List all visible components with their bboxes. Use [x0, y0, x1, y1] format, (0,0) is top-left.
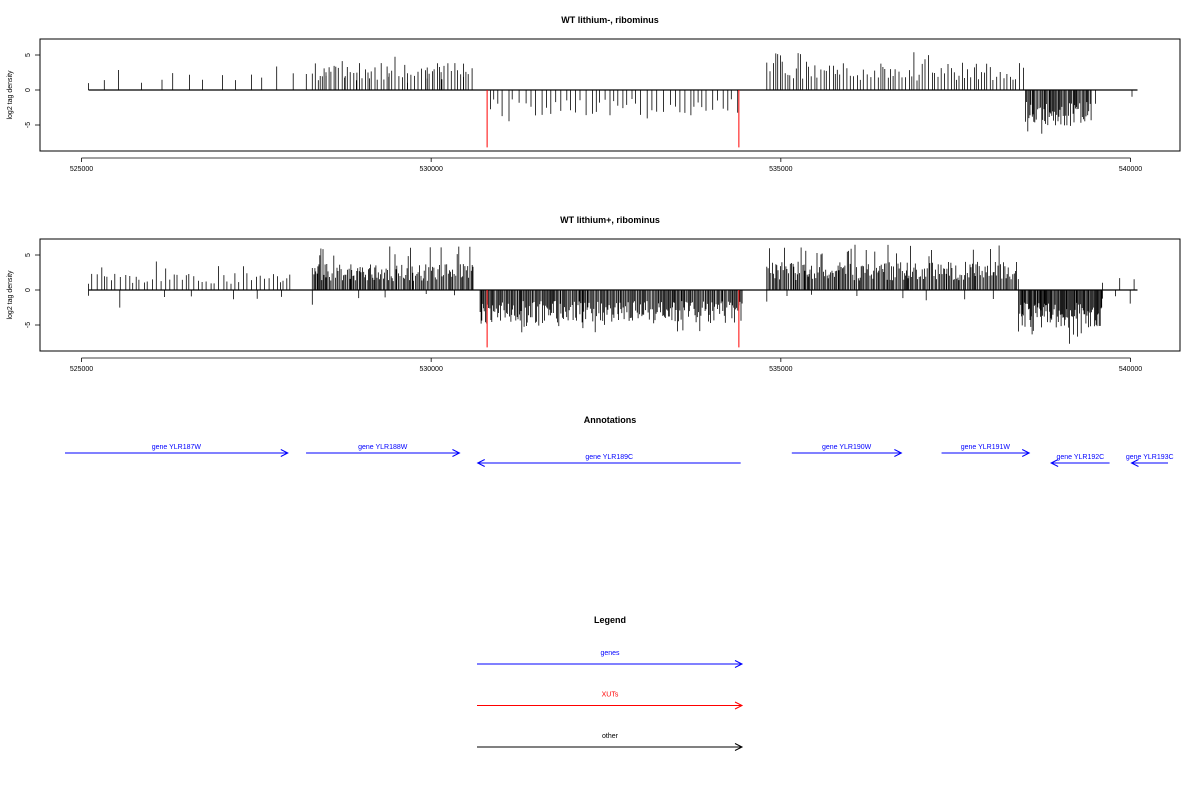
track-panel-lithium-plus: WT lithium+, ribominus log2 tag density … — [7, 215, 1181, 373]
gene-arrows: gene YLR187W gene YLR188W gene YLR189C gene… — [65, 444, 1174, 467]
annotations-title: Annotations — [584, 415, 637, 425]
gene-label: gene YLR189C — [585, 454, 633, 461]
x-tick-label: 530000 — [419, 366, 442, 373]
y-tick-label: -5 — [25, 322, 32, 328]
y-tick-label: 0 — [25, 88, 32, 92]
xut-marks — [486, 290, 740, 348]
gene-arrow: gene YLR193C — [1126, 454, 1174, 467]
gene-label: gene YLR187W — [152, 444, 202, 451]
panel-title: WT lithium-, ribominus — [561, 15, 659, 25]
xut-marks — [486, 90, 740, 148]
x-axis: 525000 530000 535000 540000 — [70, 157, 1142, 173]
x-axis: 525000 530000 535000 540000 — [70, 357, 1142, 373]
y-axis: -5 0 5 — [25, 253, 40, 328]
panel-title: WT lithium+, ribominus — [560, 215, 660, 225]
y-tick-label: 0 — [25, 288, 32, 292]
gene-arrow: gene YLR189C — [476, 454, 741, 467]
gene-label: gene YLR190W — [822, 444, 872, 451]
x-tick-label: 525000 — [70, 166, 93, 173]
annotations-track: Annotations gene YLR187W gene YLR188Wgene… — [65, 415, 1174, 467]
x-tick-label: 535000 — [769, 166, 792, 173]
x-tick-label: 530000 — [419, 166, 442, 173]
plot-frame — [39, 38, 1181, 152]
track-panel-lithium-minus: WT lithium-, ribominus log2 tag density … — [7, 15, 1181, 173]
gene-label: gene YLR191W — [961, 444, 1011, 451]
plot-frame — [39, 238, 1181, 352]
x-tick-label: 535000 — [769, 366, 792, 373]
legend-item: XUTs — [477, 692, 744, 710]
legend-title: Legend — [594, 615, 626, 625]
legend-item: other — [477, 733, 744, 751]
x-tick-label: 540000 — [1119, 366, 1142, 373]
gene-arrow: gene YLR192C — [1050, 454, 1110, 467]
legend-label: other — [602, 733, 619, 740]
legend: Legend genes XUTs other — [477, 615, 744, 751]
density-bars — [88, 52, 1138, 134]
legend-item: genes — [477, 650, 744, 668]
legend-label: genes — [600, 650, 620, 657]
legend-items: genes XUTs other — [477, 650, 744, 751]
x-tick-label: 540000 — [1119, 166, 1142, 173]
y-tick-label: 5 — [25, 53, 32, 57]
y-tick-label: -5 — [25, 122, 32, 128]
legend-label: XUTs — [602, 692, 619, 699]
y-axis: -5 0 5 — [25, 53, 40, 128]
gene-arrow: gene YLR191W — [941, 444, 1031, 457]
gene-arrow: gene YLR187W — [65, 444, 289, 457]
gene-arrow: gene YLR188W — [306, 444, 461, 457]
gene-label: gene YLR193C — [1126, 454, 1174, 461]
gene-label: gene YLR188W — [358, 444, 408, 451]
gene-label: gene YLR192C — [1056, 454, 1104, 461]
y-axis-label: log2 tag density — [7, 270, 14, 320]
x-tick-label: 525000 — [70, 366, 93, 373]
density-bars — [88, 244, 1138, 344]
gene-arrow: gene YLR190W — [791, 444, 903, 457]
y-axis-label: log2 tag density — [7, 70, 14, 120]
y-tick-label: 5 — [25, 253, 32, 257]
